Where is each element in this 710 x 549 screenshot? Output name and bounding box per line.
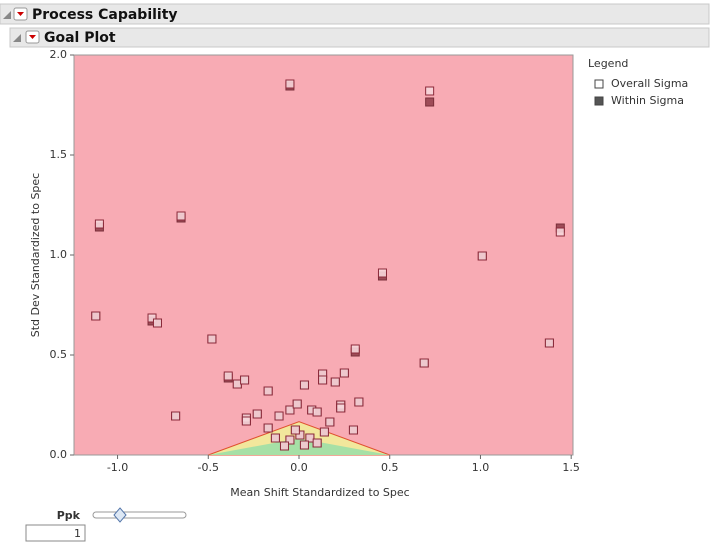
y-tick-label: 0.5 — [50, 348, 68, 361]
overall-sigma-point — [152, 318, 162, 328]
overall-sigma-point — [348, 425, 358, 435]
within-sigma-point — [425, 97, 435, 107]
y-tick-label: 1.0 — [50, 248, 68, 261]
y-axis-label: Std Dev Standardized to Spec — [29, 173, 42, 337]
overall-sigma-point — [171, 411, 181, 421]
ppk-input[interactable] — [25, 524, 86, 542]
x-axis-label: Mean Shift Standardized to Spec — [230, 486, 409, 499]
overall-sigma-point — [147, 313, 157, 323]
overall-sigma-point — [292, 399, 302, 409]
overall-sigma-point — [477, 251, 487, 261]
x-tick-label: 1.5 — [562, 461, 580, 474]
overall-sigma-point — [295, 430, 305, 440]
overall-sigma-point — [285, 79, 295, 89]
overall-sigma-point — [325, 417, 335, 427]
disclosure-icon[interactable] — [3, 11, 11, 19]
slider-track[interactable] — [92, 511, 187, 519]
x-tick-label: -1.0 — [107, 461, 128, 474]
overall-sigma-point — [223, 371, 233, 381]
x-tick-label: 0.5 — [381, 461, 399, 474]
menu-arrow — [29, 35, 36, 39]
overall-sigma-point — [270, 433, 280, 443]
overall-sigma-point — [336, 403, 346, 413]
ppk-value: 1 — [74, 527, 81, 540]
overall-sigma-point — [350, 344, 360, 354]
legend-marker — [594, 96, 604, 106]
overall-sigma-point — [285, 435, 295, 445]
overall-sigma-point — [354, 397, 364, 407]
overall-sigma-point — [339, 368, 349, 378]
overall-sigma-point — [274, 411, 284, 421]
overall-sigma-point — [312, 407, 322, 417]
overall-sigma-point — [419, 358, 429, 368]
overall-sigma-point — [299, 440, 309, 450]
overall-sigma-point — [305, 433, 315, 443]
overall-sigma-point — [263, 386, 273, 396]
overall-sigma-point — [94, 219, 104, 229]
header-bar — [0, 3, 710, 25]
overall-sigma-point — [544, 338, 554, 348]
x-tick-label: 1.0 — [472, 461, 490, 474]
overall-sigma-point — [285, 405, 295, 415]
y-tick-label: 1.5 — [50, 148, 68, 161]
overall-sigma-point — [91, 311, 101, 321]
overall-sigma-point — [330, 377, 340, 387]
overall-sigma-point — [290, 425, 300, 435]
legend-title: Legend — [588, 57, 628, 70]
chart-title: Goal Plot — [44, 30, 116, 46]
header-bar — [9, 27, 710, 48]
x-tick-label: 0.0 — [290, 461, 308, 474]
high-ppk-region — [208, 438, 390, 455]
legend-marker — [594, 79, 604, 89]
overall-sigma-point — [318, 375, 328, 385]
overall-sigma-point — [312, 438, 322, 448]
disclosure-icon[interactable] — [13, 34, 21, 42]
y-tick-label: 2.0 — [50, 48, 68, 61]
overall-sigma-point — [555, 227, 565, 237]
menu-arrow — [17, 12, 24, 16]
overall-sigma-point — [263, 423, 273, 433]
overall-sigma-point — [241, 416, 251, 426]
y-tick-label: 0.0 — [50, 448, 68, 461]
overall-sigma-point — [279, 441, 289, 451]
overall-sigma-point — [299, 380, 309, 390]
plot-area — [73, 54, 574, 456]
overall-sigma-point — [377, 268, 387, 278]
overall-sigma-point — [252, 409, 262, 419]
report-title: Process Capability — [32, 7, 178, 23]
x-tick-label: -0.5 — [198, 461, 219, 474]
overall-sigma-point — [176, 211, 186, 221]
overall-sigma-point — [319, 427, 329, 437]
overall-sigma-point — [207, 334, 217, 344]
slider-label: Ppk — [57, 509, 81, 522]
overall-sigma-point — [425, 86, 435, 96]
legend-label: Within Sigma — [611, 94, 684, 107]
overall-sigma-point — [240, 375, 250, 385]
legend-label: Overall Sigma — [611, 77, 688, 90]
slider-thumb[interactable] — [113, 507, 127, 523]
